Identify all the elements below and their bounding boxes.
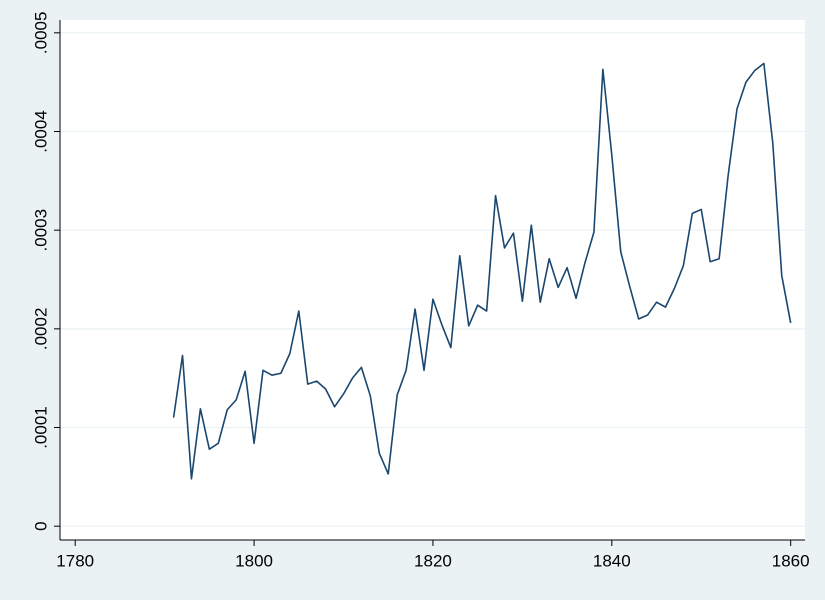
y-tick-label: .0002	[31, 308, 50, 351]
y-tick-label: .0004	[31, 110, 50, 153]
x-tick-label: 1860	[772, 551, 810, 570]
y-tick-label: .0001	[31, 406, 50, 449]
plot-area	[60, 20, 805, 540]
y-tick-label: .0005	[31, 12, 50, 55]
x-tick-label: 1800	[235, 551, 273, 570]
data-line	[172, 62, 792, 480]
x-tick-label: 1780	[56, 551, 94, 570]
x-tick-label: 1840	[593, 551, 631, 570]
y-tick-label: .0003	[31, 209, 50, 252]
x-tick-label: 1820	[414, 551, 452, 570]
y-tick-label: 0	[31, 521, 50, 530]
